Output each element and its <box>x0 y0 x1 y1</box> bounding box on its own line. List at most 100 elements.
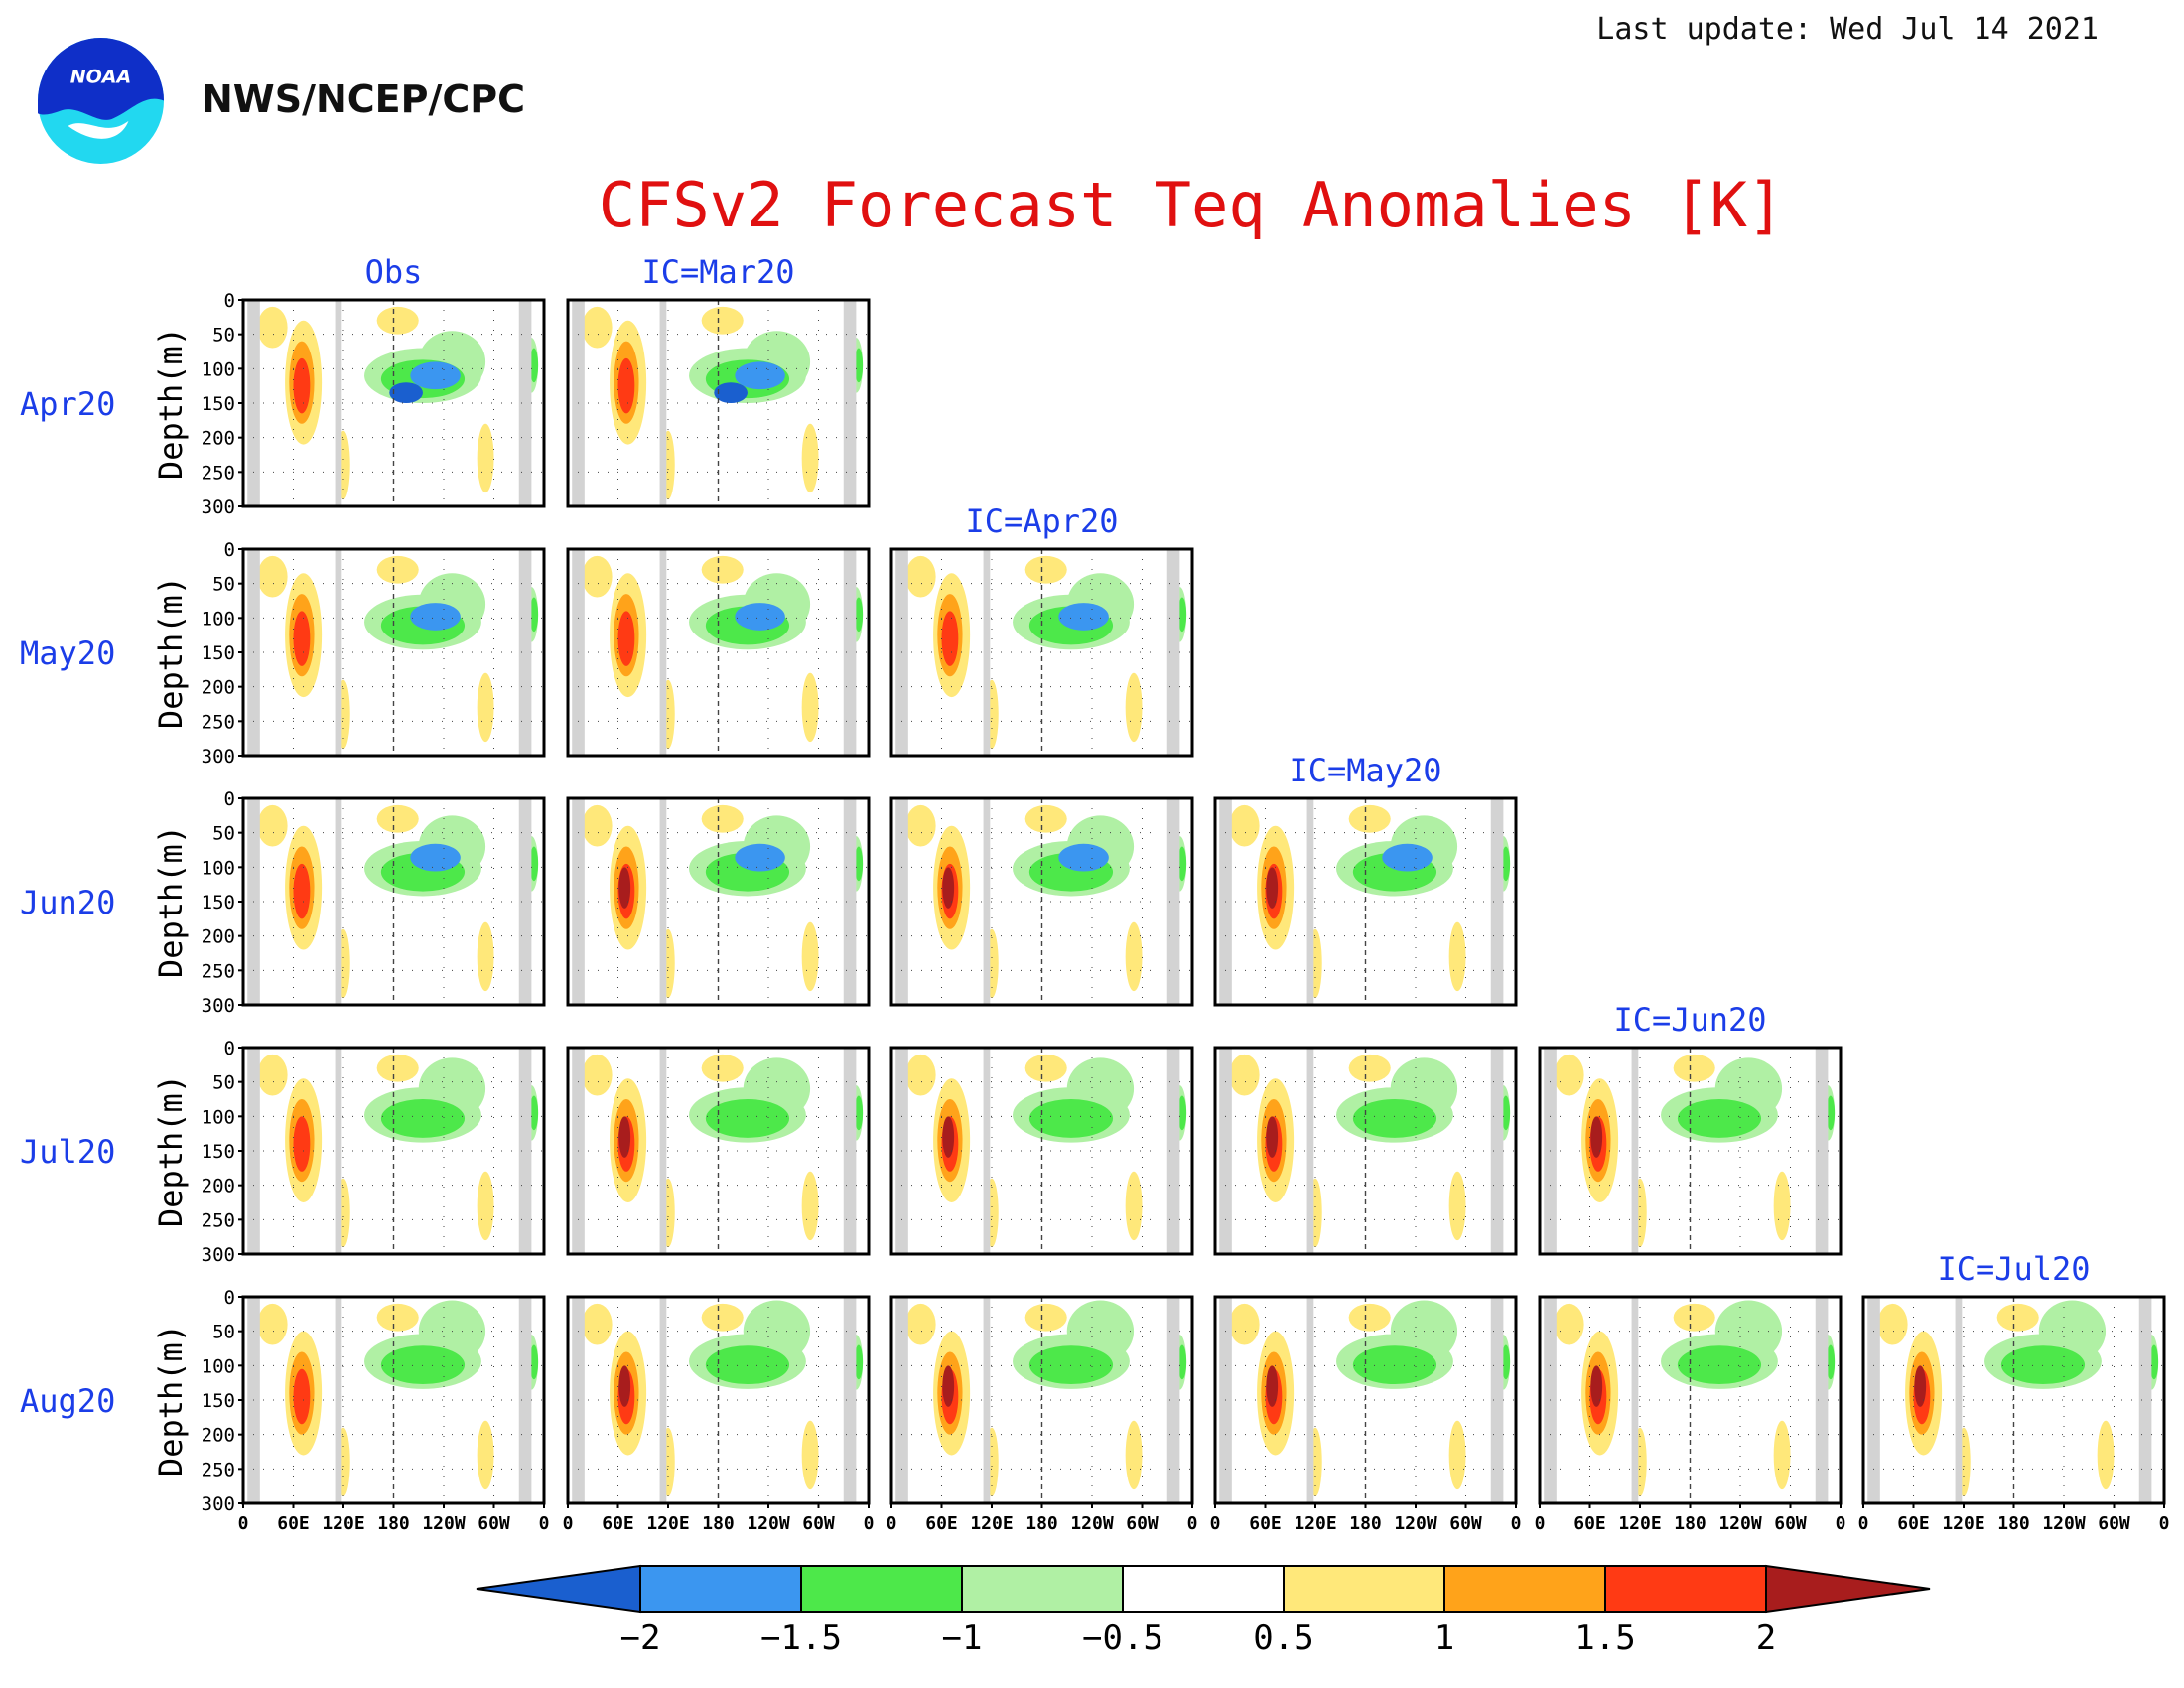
warm-anomaly <box>376 306 419 335</box>
warm-anomaly <box>618 1116 631 1158</box>
land-mask <box>843 300 857 506</box>
warm-anomaly <box>905 1303 936 1345</box>
row-label: Jun20 <box>20 884 115 921</box>
warm-anomaly <box>905 555 936 598</box>
x-tick-label: 0 <box>238 1513 249 1534</box>
land-mask <box>1306 1297 1314 1503</box>
land-mask <box>518 1048 532 1254</box>
x-tick-label: 0 <box>539 1513 550 1534</box>
panel-field <box>568 1297 869 1503</box>
y-tick-label: 0 <box>224 788 235 810</box>
land-mask <box>1815 1048 1829 1254</box>
panel-aug20-ic-jul20: 0 60E 120E 180 120W 60W 0 IC=Jul20 <box>1858 1250 2170 1534</box>
panel-jul20-ic-may20 <box>1213 1046 1518 1256</box>
warm-anomaly <box>293 1116 311 1172</box>
land-mask <box>1306 798 1314 1005</box>
warm-anomaly <box>1266 867 1279 909</box>
warm-anomaly <box>477 921 494 992</box>
panel-aug20-ic-apr20: 0 60E 120E 180 120W 60W 0 <box>887 1295 1197 1534</box>
panel-frame <box>889 547 1194 758</box>
x-tick-label: 60W <box>478 1513 510 1534</box>
warm-anomaly <box>1590 1365 1603 1407</box>
warm-anomaly <box>2097 1420 2115 1490</box>
colorbar-segment <box>1765 1564 1931 1614</box>
x-tick-label: 0 <box>864 1513 875 1534</box>
y-tick-label: 300 <box>202 746 235 768</box>
column-label: IC=Mar20 <box>641 253 794 291</box>
cold-anomaly <box>854 597 864 633</box>
y-tick-label: 200 <box>202 428 235 450</box>
panel-frame <box>566 298 871 508</box>
cold-anomaly <box>735 843 785 872</box>
warm-anomaly <box>477 423 494 493</box>
warm-anomaly <box>582 1054 613 1096</box>
y-axis-label: Depth(m) <box>152 576 190 729</box>
y-tick-label: 50 <box>212 1322 235 1343</box>
panel-field <box>568 300 869 506</box>
panel-field <box>243 798 544 1005</box>
warm-anomaly <box>376 1303 419 1332</box>
panel-frame <box>1213 1046 1518 1256</box>
x-tick-label: 60W <box>1126 1513 1159 1534</box>
cold-anomaly <box>1177 1095 1187 1131</box>
cold-anomaly <box>380 1099 466 1138</box>
warm-anomaly <box>1448 921 1466 992</box>
warm-anomaly <box>1266 1116 1279 1158</box>
warm-anomaly <box>701 306 744 335</box>
cold-anomaly <box>735 603 785 631</box>
agency-label: NWS/NCEP/CPC <box>202 77 525 121</box>
warm-anomaly <box>1590 1116 1603 1158</box>
x-tick-label: 120W <box>1070 1513 1114 1534</box>
panel-may20-ic-apr20: IC=Apr20 <box>889 502 1194 758</box>
land-mask <box>843 1297 857 1503</box>
land-mask <box>518 798 532 1005</box>
land-mask <box>1815 1297 1829 1503</box>
x-tick-label: 60E <box>602 1513 634 1534</box>
y-tick-label: 150 <box>202 1141 235 1163</box>
panel-field <box>243 549 544 756</box>
warm-anomaly <box>701 1303 744 1332</box>
cold-anomaly <box>380 1345 466 1385</box>
cold-anomaly <box>1177 846 1187 882</box>
warm-anomaly <box>1877 1303 1908 1345</box>
warm-anomaly <box>801 672 819 743</box>
y-tick-label: 300 <box>202 995 235 1017</box>
y-tick-label: 200 <box>202 926 235 948</box>
y-tick-label: 200 <box>202 1176 235 1197</box>
land-mask <box>518 549 532 756</box>
cold-anomaly <box>1352 1345 1437 1385</box>
warm-anomaly <box>1125 1171 1143 1241</box>
y-tick-label: 50 <box>212 574 235 596</box>
warm-anomaly <box>1229 804 1260 847</box>
warm-anomaly <box>1125 1420 1143 1490</box>
column-label: IC=May20 <box>1289 752 1441 789</box>
warm-anomaly <box>618 1365 631 1407</box>
chart-title-text: CFSv2 Forecast Teq Anomalies [K] <box>598 169 1785 241</box>
colorbar-label: 0.5 <box>1253 1618 1313 1658</box>
warm-anomaly <box>701 804 744 833</box>
warm-anomaly <box>1229 1303 1260 1345</box>
cold-anomaly <box>529 846 539 882</box>
panel-jun20-obs: 0 50 100 150 200 250 300 Depth(m) Jun20 <box>20 788 546 1017</box>
x-tick-label: 60E <box>925 1513 958 1534</box>
cold-anomaly <box>389 382 423 403</box>
panel-field <box>1540 1048 1841 1254</box>
warm-anomaly <box>1229 1054 1260 1096</box>
column-label: IC=Jun20 <box>1613 1001 1766 1039</box>
land-mask <box>335 1297 342 1503</box>
warm-anomaly <box>477 1420 494 1490</box>
warm-anomaly <box>617 611 635 666</box>
panel-apr20-ic-mar20: IC=Mar20 <box>566 253 871 508</box>
warm-anomaly <box>801 1420 819 1490</box>
cold-anomaly <box>854 348 864 383</box>
warm-anomaly <box>293 611 311 666</box>
y-axis-label: Depth(m) <box>152 1074 190 1227</box>
warm-anomaly <box>1125 672 1143 743</box>
x-tick-label: 180 <box>377 1513 410 1534</box>
warm-anomaly <box>582 1303 613 1345</box>
warm-anomaly <box>293 1368 311 1425</box>
cold-anomaly <box>854 1344 864 1380</box>
cold-anomaly <box>735 361 785 390</box>
y-tick-label: 250 <box>202 1209 235 1231</box>
